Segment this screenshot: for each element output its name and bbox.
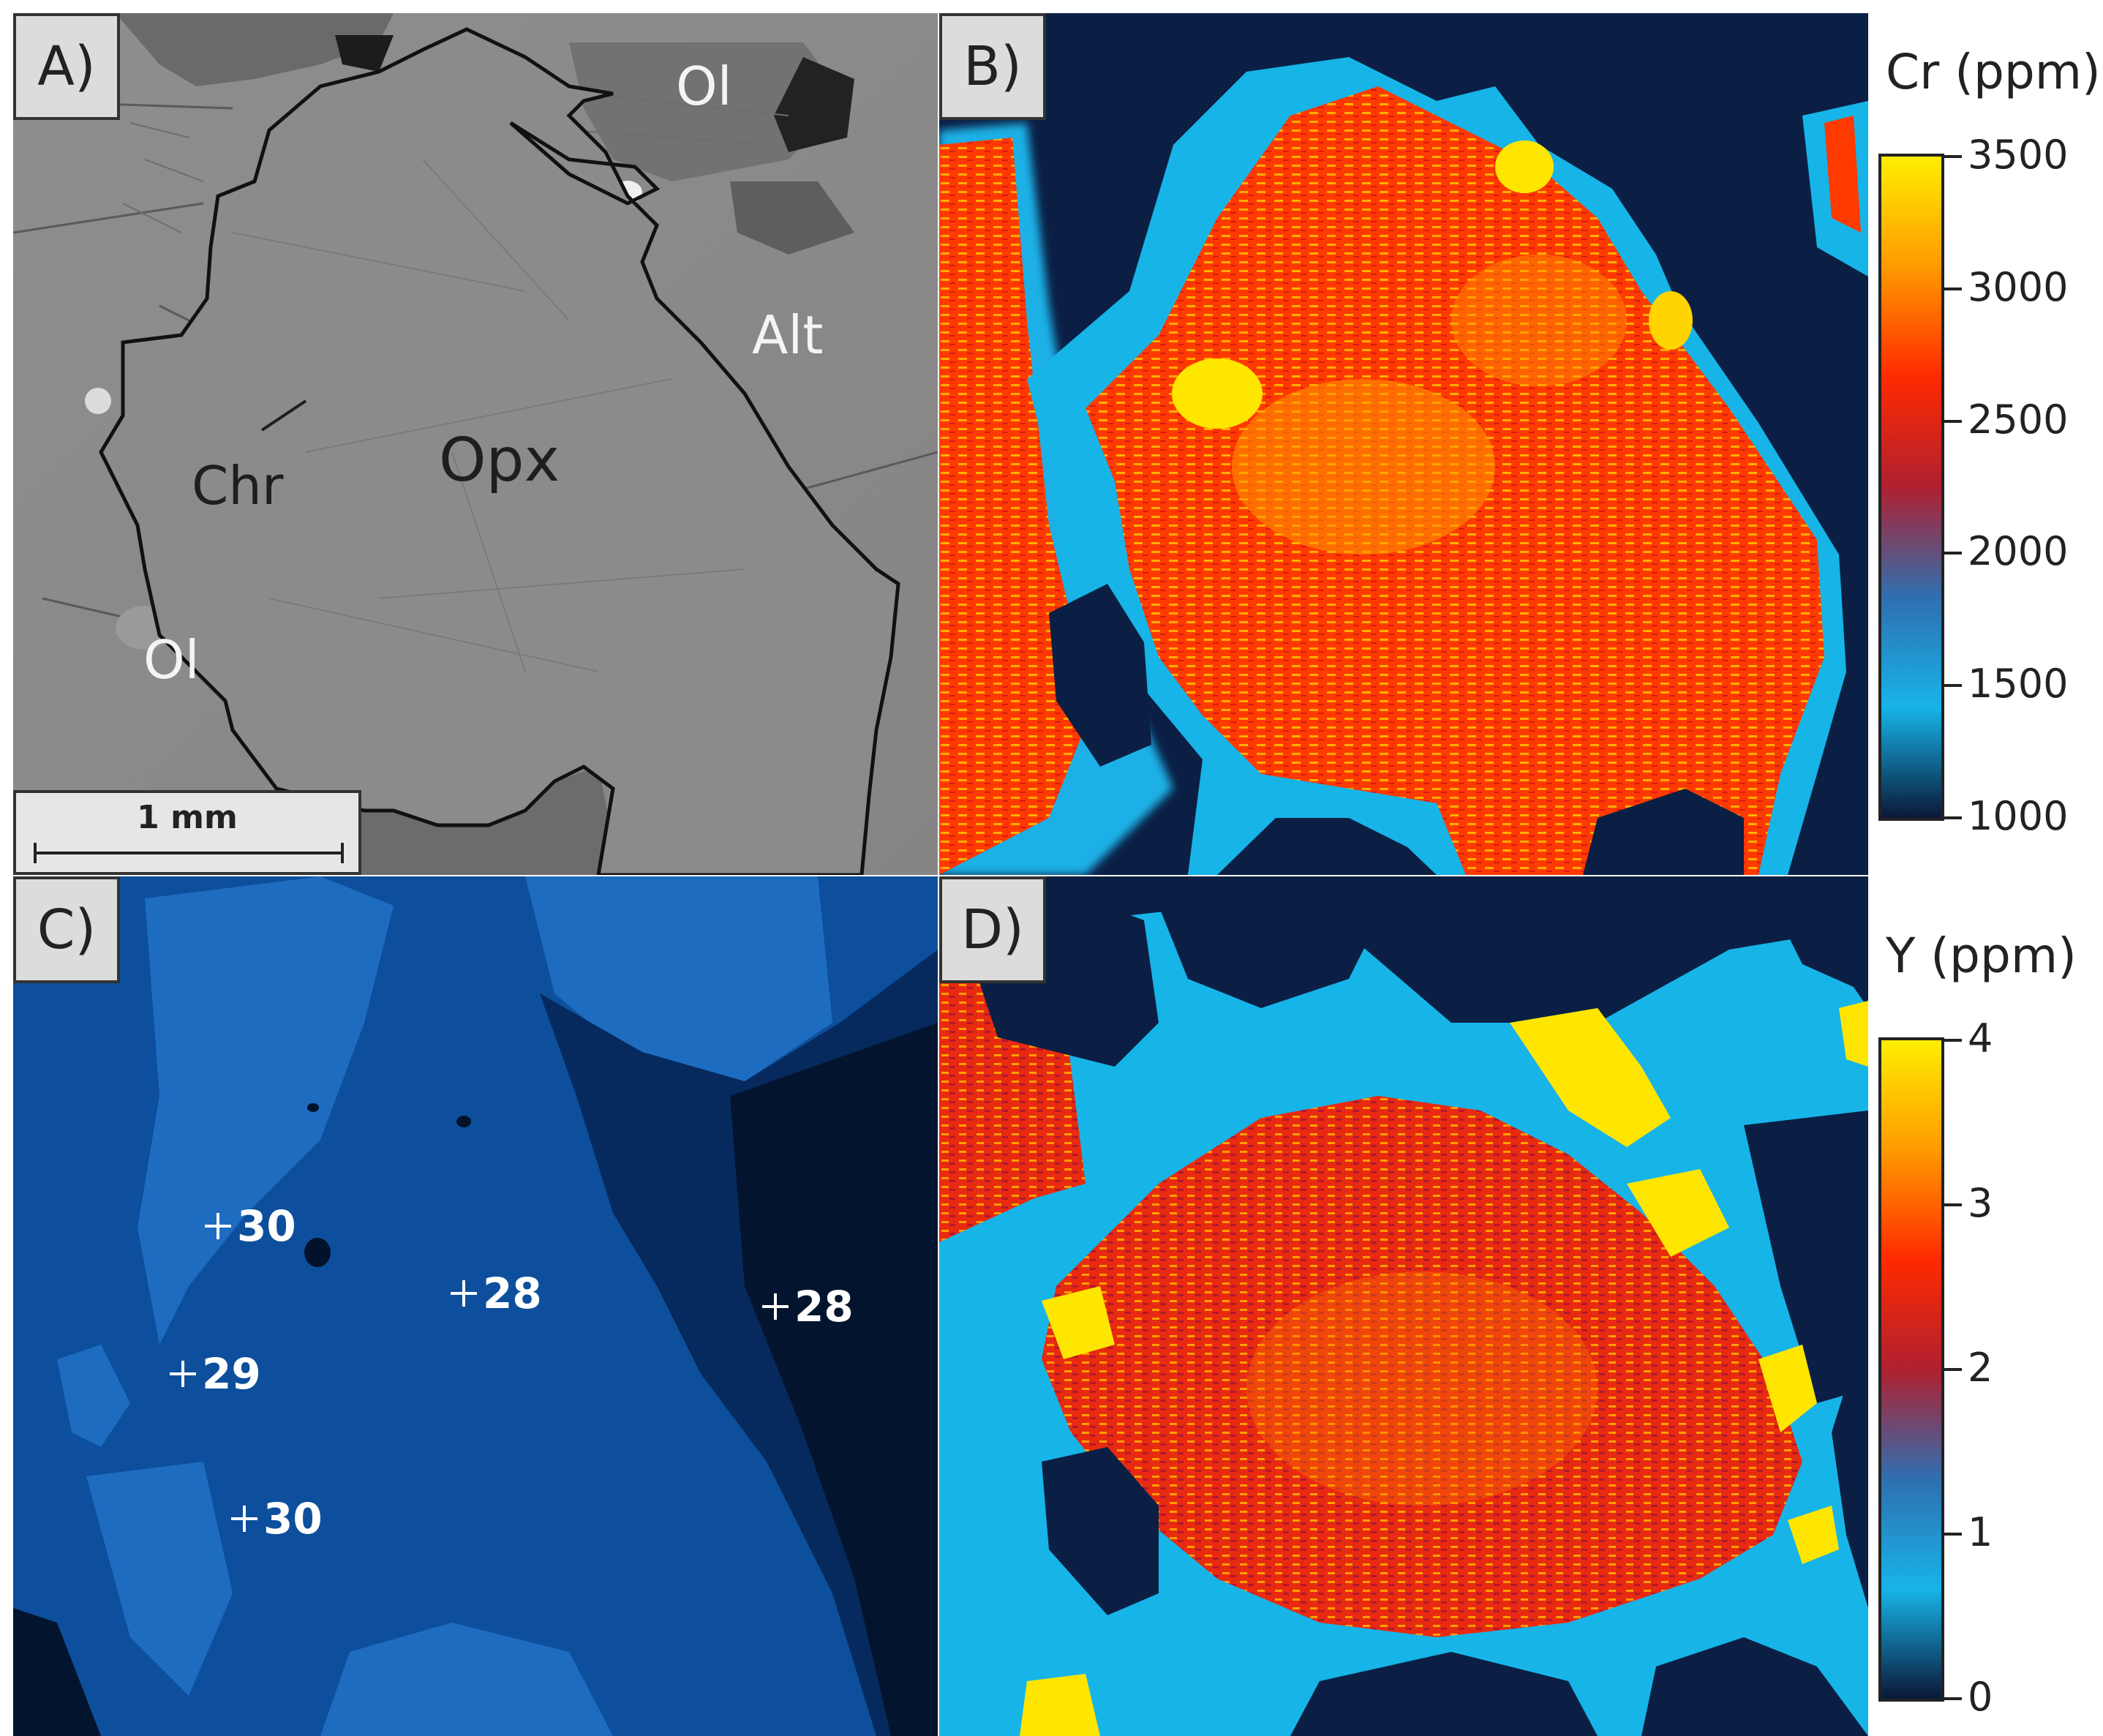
colorbar-cr-tick-label: 2000 <box>1968 528 2069 575</box>
colorbar-y-tick-label: 0 <box>1968 1674 1993 1720</box>
colorbar-cr-tick-label: 1500 <box>1968 661 2069 707</box>
colorbar-y-title: Y (ppm) <box>1886 928 2077 984</box>
colorbar-cr-tick-mark <box>1941 287 1962 290</box>
cl-point-label-4: 29 <box>202 1349 261 1399</box>
bse-image-graphic <box>13 13 938 875</box>
colorbar-y-tick-mark <box>1941 1368 1962 1371</box>
cl-point-label-3: 28 <box>794 1282 854 1331</box>
cl-point-label-5: 30 <box>263 1494 323 1544</box>
cl-point-label-1: 30 <box>237 1201 296 1251</box>
colorbar-cr-gradient <box>1878 154 1944 821</box>
colorbar-cr-tick-mark <box>1941 155 1962 158</box>
colorbar-y-tick-mark <box>1941 1533 1962 1536</box>
colorbar-cr-tick-mark <box>1941 816 1962 819</box>
colorbar-cr-tick-label: 1000 <box>1968 793 2069 839</box>
panel-c-label: C) <box>13 876 120 983</box>
colorbar-y-tick-label: 1 <box>1968 1509 1993 1555</box>
cl-point-label-2: 28 <box>483 1269 542 1318</box>
panel-d-label: D) <box>939 876 1046 983</box>
colorbar-cr-tick-label: 3500 <box>1968 132 2069 178</box>
mineral-label-chr: Chr <box>192 455 284 516</box>
colorbar-cr-tick-label: 3000 <box>1968 263 2069 310</box>
colorbar-cr-tick-label: 2500 <box>1968 396 2069 443</box>
panel-a-label: A) <box>13 13 120 120</box>
scale-bar: 1 mm <box>13 790 361 875</box>
panel-c-cl-image: C) 30 28 28 29 30 <box>13 876 938 1736</box>
colorbar-y-tick-label: 4 <box>1968 1015 1993 1061</box>
colorbar-y-tick-label: 3 <box>1968 1180 1993 1226</box>
cr-map-graphic <box>939 13 1868 875</box>
colorbar-y-gradient <box>1878 1037 1944 1702</box>
panel-b-cr-map: B) <box>939 13 1868 875</box>
cl-image-graphic <box>13 876 938 1736</box>
colorbar-y-tick-label: 2 <box>1968 1345 1993 1391</box>
colorbar-y-tick-mark <box>1941 1697 1962 1700</box>
panel-a-bse-image: A) Ol Alt Chr Opx Ol 1 mm <box>13 13 938 875</box>
panel-b-label: B) <box>939 13 1046 120</box>
scale-bar-label: 1 mm <box>137 799 238 836</box>
scale-bar-line <box>34 843 344 863</box>
colorbar-cr-tick-mark <box>1941 684 1962 688</box>
colorbar-y-tick-mark <box>1941 1039 1962 1042</box>
colorbar-cr-title: Cr (ppm) <box>1886 44 2101 100</box>
colorbar-cr-tick-mark <box>1941 552 1962 555</box>
colorbar-cr-tick-mark <box>1941 419 1962 423</box>
colorbar-y-tick-mark <box>1941 1203 1962 1206</box>
panel-d-y-map: D) <box>939 876 1868 1736</box>
mineral-label-alt: Alt <box>752 304 824 366</box>
mineral-label-ol-top: Ol <box>676 56 732 117</box>
mineral-label-ol-left: Ol <box>143 629 200 691</box>
mineral-label-opx: Opx <box>439 426 560 495</box>
y-map-graphic <box>939 876 1868 1736</box>
